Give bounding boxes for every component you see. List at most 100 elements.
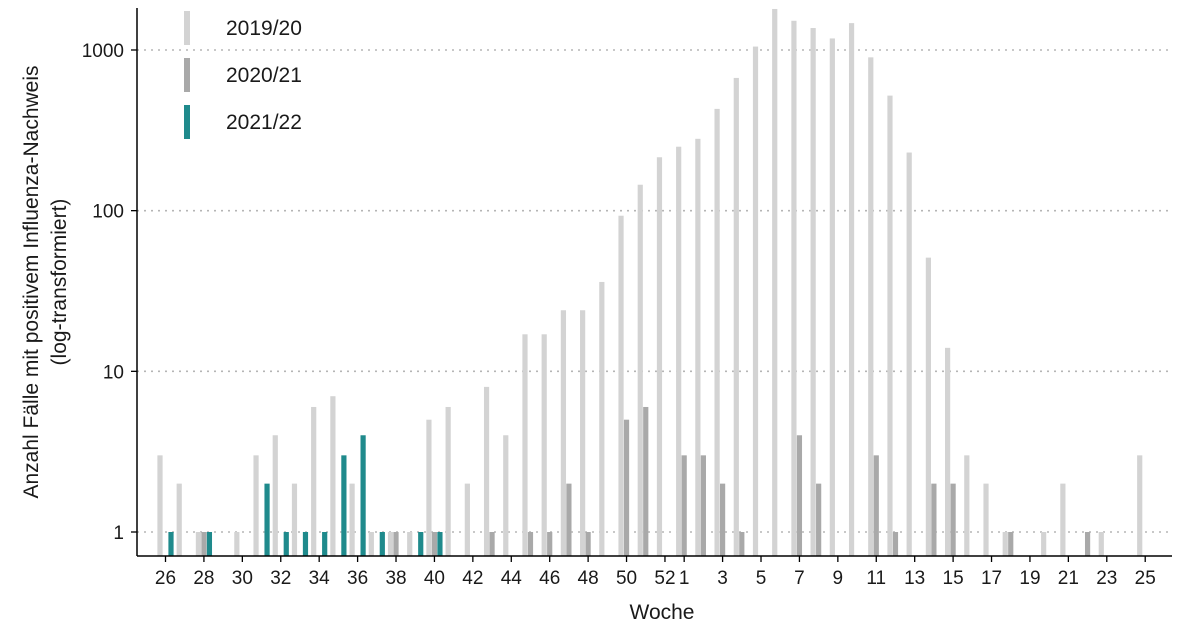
x-tick-label: 17 bbox=[981, 568, 1002, 589]
bar-2020-21-week-8 bbox=[816, 484, 821, 556]
bar-2019-20-week-45 bbox=[522, 334, 527, 556]
bar-2020-21-week-7 bbox=[797, 435, 802, 556]
x-tick-label: 36 bbox=[347, 568, 368, 589]
bar-2021-22-week-37 bbox=[380, 532, 385, 556]
bar-2019-20-week-43 bbox=[484, 387, 489, 556]
bar-2019-20-week-20 bbox=[1041, 532, 1046, 556]
bar-2021-22-week-28 bbox=[207, 532, 212, 556]
y-tick-label: 1000 bbox=[82, 41, 124, 62]
x-tick-label: 26 bbox=[155, 568, 176, 589]
bar-2020-21-week-14 bbox=[931, 484, 936, 556]
bar-2019-20-week-16 bbox=[964, 455, 969, 556]
legend-label: 2019/20 bbox=[226, 17, 302, 40]
bar-2020-21-week-4 bbox=[739, 532, 744, 556]
x-tick-label: 48 bbox=[578, 568, 599, 589]
bar-2021-22-week-34 bbox=[322, 532, 327, 556]
x-tick-label: 28 bbox=[193, 568, 214, 589]
bar-2020-21-week-28 bbox=[201, 532, 206, 556]
bar-2019-20-week-32 bbox=[273, 435, 278, 556]
y-axis-title-line2: (log-transformiert) bbox=[48, 199, 71, 366]
x-tick-label: 5 bbox=[756, 568, 767, 589]
bar-2019-20-week-1 bbox=[676, 147, 681, 556]
x-tick-label: 15 bbox=[943, 568, 964, 589]
bar-2019-20-week-21 bbox=[1060, 484, 1065, 556]
x-tick-label: 23 bbox=[1096, 568, 1117, 589]
bar-2019-20-week-50 bbox=[618, 216, 623, 556]
bar-2019-20-week-31 bbox=[253, 455, 258, 556]
x-tick-label: 3 bbox=[717, 568, 728, 589]
x-tick-label: 19 bbox=[1019, 568, 1040, 589]
legend-swatch bbox=[184, 105, 190, 139]
bar-2020-21-week-46 bbox=[547, 532, 552, 556]
x-ticks: 26 28 30 32 34 36 38 40 42 44 46 48 50 52 1 3 5 7 9 11 13 15 1… bbox=[155, 556, 1156, 589]
bar-2021-22-week-32 bbox=[284, 532, 289, 556]
x-tick-label: 50 bbox=[616, 568, 637, 589]
x-tick-label: 7 bbox=[794, 568, 805, 589]
bar-2019-20-week-14 bbox=[926, 258, 931, 556]
bar-2019-20-week-28 bbox=[196, 532, 201, 556]
legend-swatch bbox=[184, 11, 190, 45]
bar-2019-20-week-49 bbox=[599, 282, 604, 556]
bar-2019-20-week-52 bbox=[657, 157, 662, 556]
bar-2019-20-week-30 bbox=[234, 532, 239, 556]
bar-2019-20-week-38 bbox=[388, 532, 393, 556]
bar-2019-20-week-23 bbox=[1099, 532, 1104, 556]
x-tick-label: 13 bbox=[904, 568, 925, 589]
x-tick-label: 46 bbox=[539, 568, 560, 589]
bar-2019-20-week-4 bbox=[734, 78, 739, 556]
bar-2019-20-week-7 bbox=[791, 21, 796, 556]
y-tick-label: 10 bbox=[103, 362, 124, 383]
bar-2020-21-week-40 bbox=[432, 532, 437, 556]
bar-2019-20-week-13 bbox=[907, 153, 912, 556]
x-tick-label: 40 bbox=[424, 568, 445, 589]
y-tick-label: 1 bbox=[113, 523, 124, 544]
bar-2019-20-week-34 bbox=[311, 407, 316, 556]
bar-2019-20-week-48 bbox=[580, 310, 585, 556]
y-ticks: 1 10 100 1000 bbox=[82, 41, 137, 544]
bar-2019-20-week-51 bbox=[638, 185, 643, 556]
x-tick-label: 25 bbox=[1135, 568, 1156, 589]
axes bbox=[137, 8, 1172, 556]
bar-2019-20-week-33 bbox=[292, 484, 297, 556]
bar-2021-22-week-33 bbox=[303, 532, 308, 556]
bar-2019-20-week-3 bbox=[714, 109, 719, 556]
bar-2019-20-week-15 bbox=[945, 348, 950, 556]
bar-2019-20-week-18 bbox=[1003, 532, 1008, 556]
bar-2019-20-week-12 bbox=[887, 96, 892, 556]
bar-2019-20-week-9 bbox=[830, 38, 835, 556]
bar-2020-21-week-15 bbox=[951, 484, 956, 556]
legend-label: 2021/22 bbox=[226, 111, 302, 134]
x-tick-label: 38 bbox=[385, 568, 406, 589]
bar-2020-21-week-48 bbox=[586, 532, 591, 556]
legend-swatch bbox=[184, 58, 190, 92]
bar-2021-22-week-39 bbox=[418, 532, 423, 556]
bar-2020-21-week-47 bbox=[566, 484, 571, 556]
bar-2019-20-week-2 bbox=[695, 139, 700, 556]
bar-2020-21-week-11 bbox=[874, 455, 879, 556]
bar-2020-21-week-22 bbox=[1085, 532, 1090, 556]
bar-2019-20-week-27 bbox=[177, 484, 182, 556]
bar-2019-20-week-42 bbox=[465, 484, 470, 556]
bar-2020-21-week-51 bbox=[643, 407, 648, 556]
y-axis-title-line1: Anzahl Fälle mit positivem Influenza-Nac… bbox=[20, 65, 43, 498]
bar-2019-20-week-47 bbox=[561, 310, 566, 556]
bar-2019-20-week-8 bbox=[811, 28, 816, 556]
bar-2019-20-week-39 bbox=[407, 532, 412, 556]
bar-2019-20-week-25 bbox=[1137, 455, 1142, 556]
bar-2020-21-week-50 bbox=[624, 420, 629, 556]
bar-2021-22-week-40 bbox=[437, 532, 442, 556]
bar-2020-21-week-18 bbox=[1008, 532, 1013, 556]
x-axis-title: Woche bbox=[630, 601, 695, 624]
x-tick-label: 9 bbox=[833, 568, 844, 589]
bar-2019-20-week-10 bbox=[849, 23, 854, 556]
bar-2020-21-week-12 bbox=[893, 532, 898, 556]
legend-label: 2020/21 bbox=[226, 64, 302, 87]
bar-2019-20-week-41 bbox=[446, 407, 451, 556]
x-tick-label: 21 bbox=[1058, 568, 1079, 589]
bar-2019-20-week-26 bbox=[157, 455, 162, 556]
bar-2021-22-week-35 bbox=[341, 455, 346, 556]
x-tick-label: 32 bbox=[270, 568, 291, 589]
x-tick-label: 52 bbox=[654, 568, 675, 589]
bar-2019-20-week-44 bbox=[503, 435, 508, 556]
